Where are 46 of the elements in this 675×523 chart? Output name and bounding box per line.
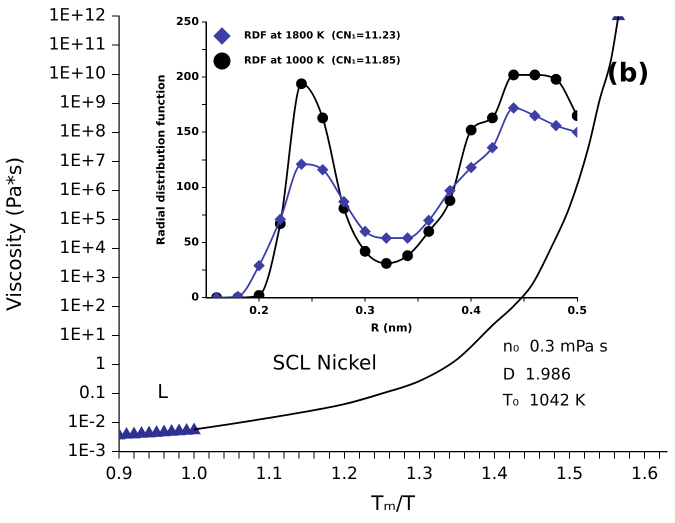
y-tick-label: 0.1 bbox=[78, 382, 106, 403]
x-axis-title: R (nm) bbox=[370, 321, 412, 334]
y-tick-label: 0 bbox=[191, 290, 200, 304]
annotation: n₀ 0.3 mPa s bbox=[502, 336, 608, 356]
y-tick-label: 1E+11 bbox=[48, 34, 106, 55]
y-tick-label: 1E+7 bbox=[59, 150, 106, 171]
annotation: T₀ 1042 K bbox=[502, 390, 586, 410]
y-tick-label: 1E+2 bbox=[59, 296, 106, 316]
x-tick-label: 0.4 bbox=[461, 304, 482, 318]
y-tick-label: 100 bbox=[176, 180, 200, 194]
x-tick-label: 0.2 bbox=[249, 304, 269, 318]
annotation: (b) bbox=[606, 58, 650, 89]
x-tick-label: 1.1 bbox=[256, 464, 283, 484]
y-tick-label: 1E+9 bbox=[59, 92, 106, 113]
x-tick-label: 0.3 bbox=[355, 304, 375, 318]
x-tick-label: 1.3 bbox=[406, 464, 433, 484]
x-tick-label: 1.6 bbox=[631, 464, 658, 484]
y-tick-label: 1E+12 bbox=[48, 6, 106, 26]
x-tick-label: 1.0 bbox=[180, 464, 208, 484]
y-tick-label: 1E+4 bbox=[59, 238, 106, 258]
y-tick-label: 1E+5 bbox=[59, 208, 106, 229]
y-tick-label: 1E-2 bbox=[67, 412, 106, 432]
y-tick-label: 200 bbox=[176, 70, 200, 83]
legend-label: RDF at 1000 K (CN₁=11.85) bbox=[244, 56, 401, 67]
y-tick-label: 1E+10 bbox=[48, 64, 106, 84]
x-axis-title: Tₘ/T bbox=[370, 491, 416, 516]
y-tick-label: 1E+3 bbox=[59, 266, 106, 287]
annotation: L bbox=[157, 380, 168, 403]
x-tick-label: 1.4 bbox=[480, 464, 508, 484]
y-axis-title: Viscosity (Pa*s) bbox=[2, 156, 26, 311]
annotation: SCL Nickel bbox=[272, 350, 377, 375]
x-tick-label: 0.9 bbox=[105, 464, 133, 484]
annotation: D 1.986 bbox=[502, 364, 572, 384]
y-tick-label: 1 bbox=[95, 354, 106, 374]
y-tick-label: 1E+8 bbox=[59, 122, 106, 142]
y-tick-label: 1E+6 bbox=[59, 180, 106, 200]
y-axis-title: Radial distribution function bbox=[154, 74, 168, 246]
y-tick-label: 50 bbox=[184, 235, 200, 248]
y-tick-label: 1E+1 bbox=[59, 324, 106, 345]
y-tick-label: 1E-3 bbox=[67, 441, 106, 462]
x-tick-label: 1.5 bbox=[556, 464, 584, 484]
x-tick-label: 1.2 bbox=[330, 464, 358, 484]
legend-label: RDF at 1800 K (CN₁=11.23) bbox=[244, 30, 401, 42]
y-tick-label: 150 bbox=[176, 125, 200, 138]
x-tick-label: 0.5 bbox=[568, 304, 588, 318]
y-tick-label: 250 bbox=[176, 14, 200, 28]
